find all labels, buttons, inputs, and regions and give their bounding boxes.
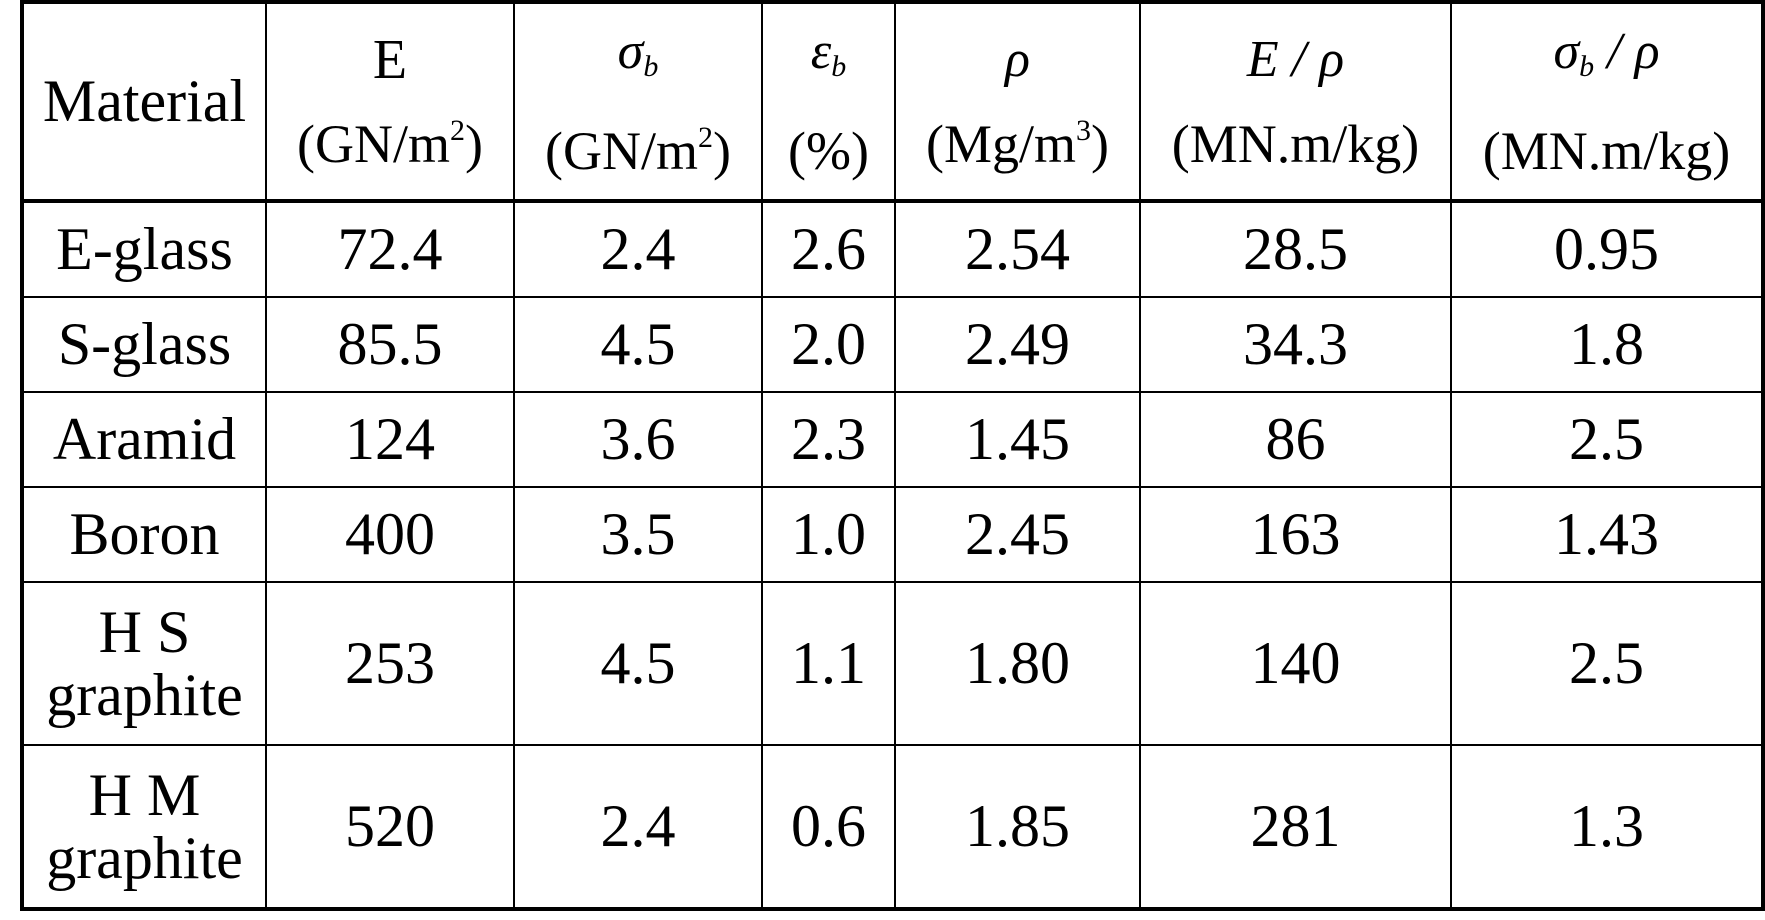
value-cell: 4.5	[513, 581, 763, 746]
value-cell: 2.5	[1450, 581, 1764, 746]
fiber-properties-table: Material E (GN/m2) σb (GN/m2) εb (%) ρ (…	[20, 0, 1765, 911]
material-cell: Aramid	[21, 391, 267, 488]
header-symbol: ρ	[1005, 30, 1030, 88]
header-symbol: E	[372, 28, 408, 91]
value-cell: 1.1	[761, 581, 896, 746]
material-header-label: Material	[42, 68, 247, 134]
column-header-elongation: εb (%)	[761, 1, 896, 203]
value-cell: 140	[1139, 581, 1452, 746]
header-unit: (MN.m/kg)	[1482, 121, 1731, 181]
header-unit: (%)	[788, 121, 869, 181]
column-header-specific-modulus: E / ρ (MN.m/kg)	[1139, 1, 1452, 203]
value-cell: 86	[1139, 391, 1452, 488]
value-cell: 3.5	[513, 486, 763, 583]
value-cell: 2.3	[761, 391, 896, 488]
value-cell: 3.6	[513, 391, 763, 488]
table-header-row: Material E (GN/m2) σb (GN/m2) εb (%) ρ (…	[21, 1, 1764, 203]
material-cell: E-glass	[21, 200, 267, 298]
header-symbol: E / ρ	[1246, 30, 1345, 88]
value-cell: 2.6	[761, 200, 896, 298]
value-cell: 281	[1139, 744, 1452, 910]
column-header-density: ρ (Mg/m3)	[894, 1, 1141, 203]
header-unit: (MN.m/kg)	[1171, 113, 1420, 174]
material-cell: S-glass	[21, 296, 267, 393]
column-header-specific-strength: σb / ρ (MN.m/kg)	[1450, 1, 1764, 203]
value-cell: 400	[265, 486, 515, 583]
header-unit: (Mg/m3)	[926, 113, 1109, 174]
value-cell: 1.3	[1450, 744, 1764, 910]
value-cell: 1.80	[894, 581, 1141, 746]
value-cell: 28.5	[1139, 200, 1452, 298]
value-cell: 2.45	[894, 486, 1141, 583]
material-cell: Boron	[21, 486, 267, 583]
header-symbol: εb	[810, 23, 847, 83]
table-row: Boron 400 3.5 1.0 2.45 163 1.43	[21, 486, 1764, 583]
value-cell: 2.5	[1450, 391, 1764, 488]
value-cell: 72.4	[265, 200, 515, 298]
value-cell: 253	[265, 581, 515, 746]
value-cell: 85.5	[265, 296, 515, 393]
column-header-strength: σb (GN/m2)	[513, 1, 763, 203]
value-cell: 2.4	[513, 744, 763, 910]
value-cell: 163	[1139, 486, 1452, 583]
header-unit: (GN/m2)	[545, 121, 731, 181]
header-symbol: σb / ρ	[1553, 23, 1660, 83]
value-cell: 1.8	[1450, 296, 1764, 393]
value-cell: 0.6	[761, 744, 896, 910]
value-cell: 124	[265, 391, 515, 488]
value-cell: 1.43	[1450, 486, 1764, 583]
value-cell: 2.54	[894, 200, 1141, 298]
value-cell: 2.4	[513, 200, 763, 298]
value-cell: 1.45	[894, 391, 1141, 488]
material-column-header: Material	[21, 1, 267, 203]
table-row: E-glass 72.4 2.4 2.6 2.54 28.5 0.95	[21, 200, 1764, 298]
value-cell: 520	[265, 744, 515, 910]
value-cell: 0.95	[1450, 200, 1764, 298]
column-header-modulus: E (GN/m2)	[265, 1, 515, 203]
header-unit: (GN/m2)	[297, 113, 483, 174]
value-cell: 4.5	[513, 296, 763, 393]
value-cell: 1.0	[761, 486, 896, 583]
value-cell: 2.49	[894, 296, 1141, 393]
header-symbol: σb	[617, 23, 659, 83]
table-row: S-glass 85.5 4.5 2.0 2.49 34.3 1.8	[21, 296, 1764, 393]
value-cell: 1.85	[894, 744, 1141, 910]
value-cell: 34.3	[1139, 296, 1452, 393]
table-row: Aramid 124 3.6 2.3 1.45 86 2.5	[21, 391, 1764, 488]
value-cell: 2.0	[761, 296, 896, 393]
